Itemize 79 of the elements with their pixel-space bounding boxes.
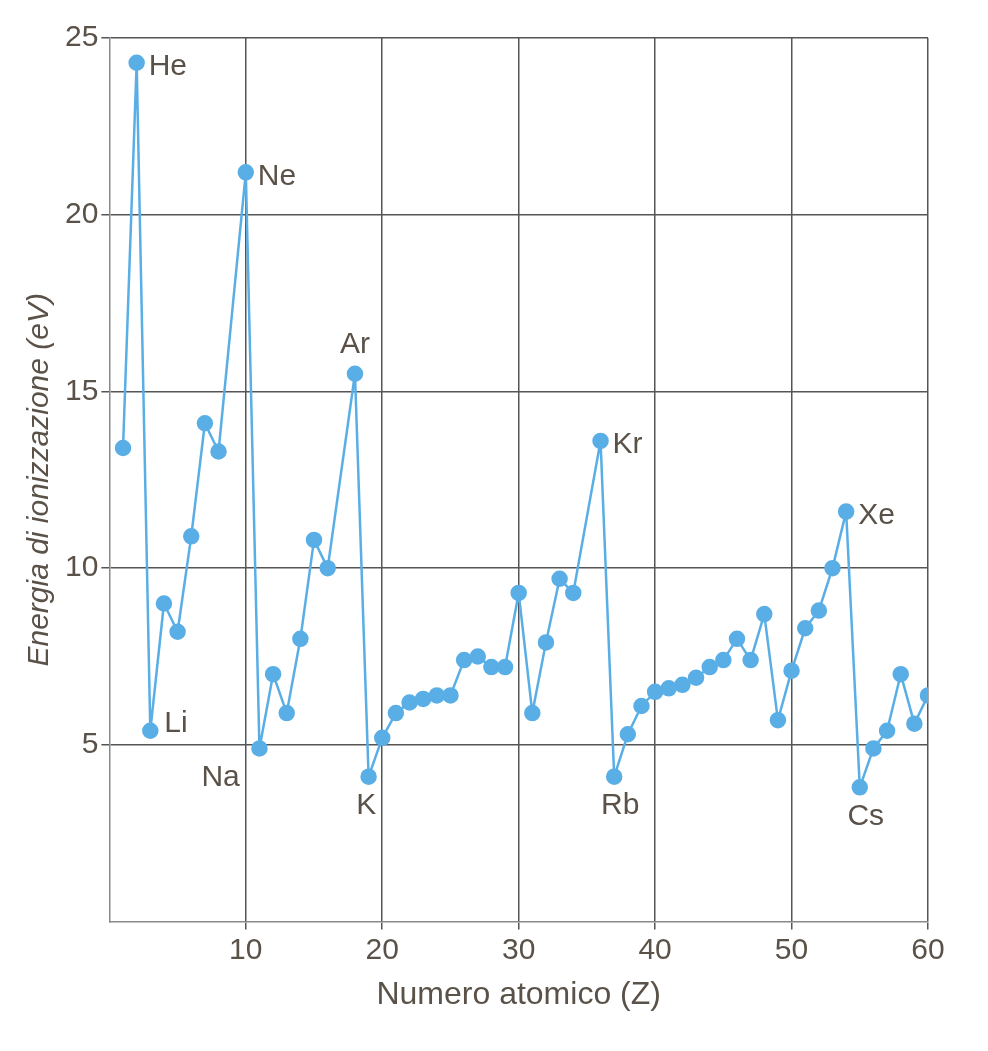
point	[810, 602, 828, 619]
point	[305, 531, 323, 549]
point	[237, 164, 255, 181]
point	[114, 439, 132, 457]
point	[387, 704, 405, 722]
point	[592, 432, 609, 450]
point	[783, 662, 800, 679]
x-tick-label: 20	[365, 931, 399, 965]
x-tick-label: 50	[774, 931, 809, 965]
x-axis-title: Numero atomico (Z)	[376, 974, 661, 1011]
point	[278, 704, 295, 722]
point	[837, 503, 855, 520]
point	[414, 690, 432, 708]
point	[428, 687, 446, 704]
point	[524, 704, 541, 722]
point	[319, 559, 336, 577]
point	[264, 665, 282, 683]
point	[251, 740, 268, 757]
point	[537, 634, 555, 651]
x-tick-label: 60	[911, 931, 945, 965]
point	[728, 630, 746, 648]
point	[292, 630, 309, 648]
point	[892, 665, 909, 683]
point	[851, 779, 869, 796]
annotation: Na	[201, 758, 241, 792]
annotation: He	[148, 48, 188, 82]
point	[360, 768, 377, 785]
y-tick-label: 20	[64, 195, 99, 229]
y-tick-label: 10	[64, 549, 99, 583]
point	[715, 651, 732, 669]
x-tick-label: 40	[638, 931, 672, 965]
point	[210, 443, 227, 460]
point	[824, 559, 841, 577]
point	[401, 694, 418, 711]
point	[660, 680, 678, 697]
point	[510, 584, 527, 602]
point	[701, 658, 718, 676]
point	[878, 722, 896, 739]
y-tick-label: 15	[64, 372, 99, 406]
point	[633, 697, 650, 715]
point	[196, 415, 214, 432]
annotation: Ne	[257, 157, 297, 191]
point	[906, 715, 923, 732]
point	[742, 651, 759, 669]
annotation: Xe	[858, 496, 895, 530]
y-tick-label: 5	[81, 726, 99, 760]
point	[155, 595, 173, 612]
point	[551, 570, 568, 588]
x-tick-label: 30	[502, 931, 536, 965]
point	[865, 740, 882, 757]
point	[605, 768, 623, 785]
point	[483, 658, 500, 676]
point	[769, 711, 787, 729]
point	[496, 658, 514, 676]
point	[674, 676, 691, 694]
point	[442, 687, 459, 704]
point	[128, 54, 145, 71]
point	[756, 605, 773, 623]
annotation: K	[356, 786, 377, 820]
annotation: Ar	[339, 326, 370, 360]
annotation: Kr	[612, 426, 643, 460]
point	[646, 683, 664, 701]
point	[565, 584, 582, 602]
annotation: Cs	[847, 797, 885, 831]
point	[796, 620, 814, 637]
point	[619, 726, 637, 743]
point	[374, 729, 391, 747]
y-tick-label: 25	[64, 19, 99, 53]
point	[169, 623, 186, 641]
annotation: Rb	[601, 786, 640, 820]
point	[469, 648, 486, 665]
point	[687, 669, 705, 686]
point	[455, 651, 473, 669]
point	[142, 722, 159, 739]
point	[346, 365, 364, 383]
annotation: Li	[164, 705, 188, 739]
point	[182, 528, 200, 545]
y-axis-title: Energia di ionizzazione (eV)	[21, 293, 55, 667]
x-tick-label: 10	[229, 931, 263, 965]
